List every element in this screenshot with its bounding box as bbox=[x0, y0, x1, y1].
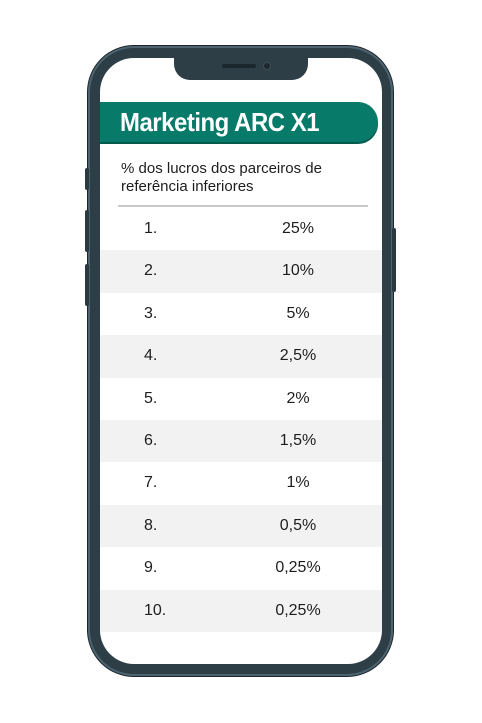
rank-cell: 7. bbox=[144, 474, 158, 492]
table-row: 9. 0,25% bbox=[100, 547, 382, 589]
percent-cell: 2,5% bbox=[279, 347, 317, 365]
rank-cell: 2. bbox=[144, 262, 158, 280]
volume-up-button bbox=[85, 210, 89, 252]
percent-cell: 0,5% bbox=[279, 516, 317, 534]
title-banner bbox=[100, 102, 378, 142]
commission-table: 1. 25% 2. 10% 3. 5% 4. 2,5% 5. 2% 6. 1,5… bbox=[100, 208, 382, 632]
rank-cell: 6. bbox=[144, 431, 158, 449]
header-divider bbox=[118, 205, 368, 207]
table-row: 7. 1% bbox=[100, 462, 382, 504]
phone-notch bbox=[174, 56, 308, 80]
table-row: 10. 0,25% bbox=[100, 589, 382, 632]
table-subtitle: % dos lucros dos parceiros de referência… bbox=[121, 160, 322, 195]
rank-cell: 1. bbox=[144, 220, 158, 237]
rank-cell: 3. bbox=[144, 304, 158, 322]
rank-cell: 8. bbox=[144, 516, 158, 534]
table-row: 3. 5% bbox=[100, 293, 382, 335]
silent-switch bbox=[85, 168, 89, 190]
front-camera-icon bbox=[264, 63, 270, 69]
power-button bbox=[392, 228, 396, 292]
percent-cell: 0,25% bbox=[275, 559, 321, 577]
table-row: 5. 2% bbox=[100, 378, 382, 420]
percent-cell: 25% bbox=[281, 220, 315, 237]
speaker-grille bbox=[222, 64, 256, 68]
table-row: 4. 2,5% bbox=[100, 335, 382, 378]
percent-cell: 1,5% bbox=[279, 431, 317, 449]
percent-cell: 0,25% bbox=[275, 601, 321, 619]
percent-cell: 2% bbox=[286, 389, 310, 407]
page-title: Marketing ARC X1 bbox=[120, 107, 320, 137]
percent-cell: 10% bbox=[281, 262, 315, 280]
table-row: 2. 10% bbox=[100, 250, 382, 293]
rank-cell: 4. bbox=[144, 347, 158, 365]
table-row: 8. 0,5% bbox=[100, 504, 382, 548]
table-row: 1. 25% bbox=[100, 208, 382, 250]
volume-down-button bbox=[85, 264, 89, 306]
percent-cell: 5% bbox=[286, 304, 310, 322]
rank-cell: 10. bbox=[144, 601, 167, 619]
rank-cell: 5. bbox=[144, 389, 158, 407]
percent-cell: 1% bbox=[286, 474, 310, 492]
table-row: 6. 1,5% bbox=[100, 419, 382, 463]
rank-cell: 9. bbox=[144, 559, 158, 577]
